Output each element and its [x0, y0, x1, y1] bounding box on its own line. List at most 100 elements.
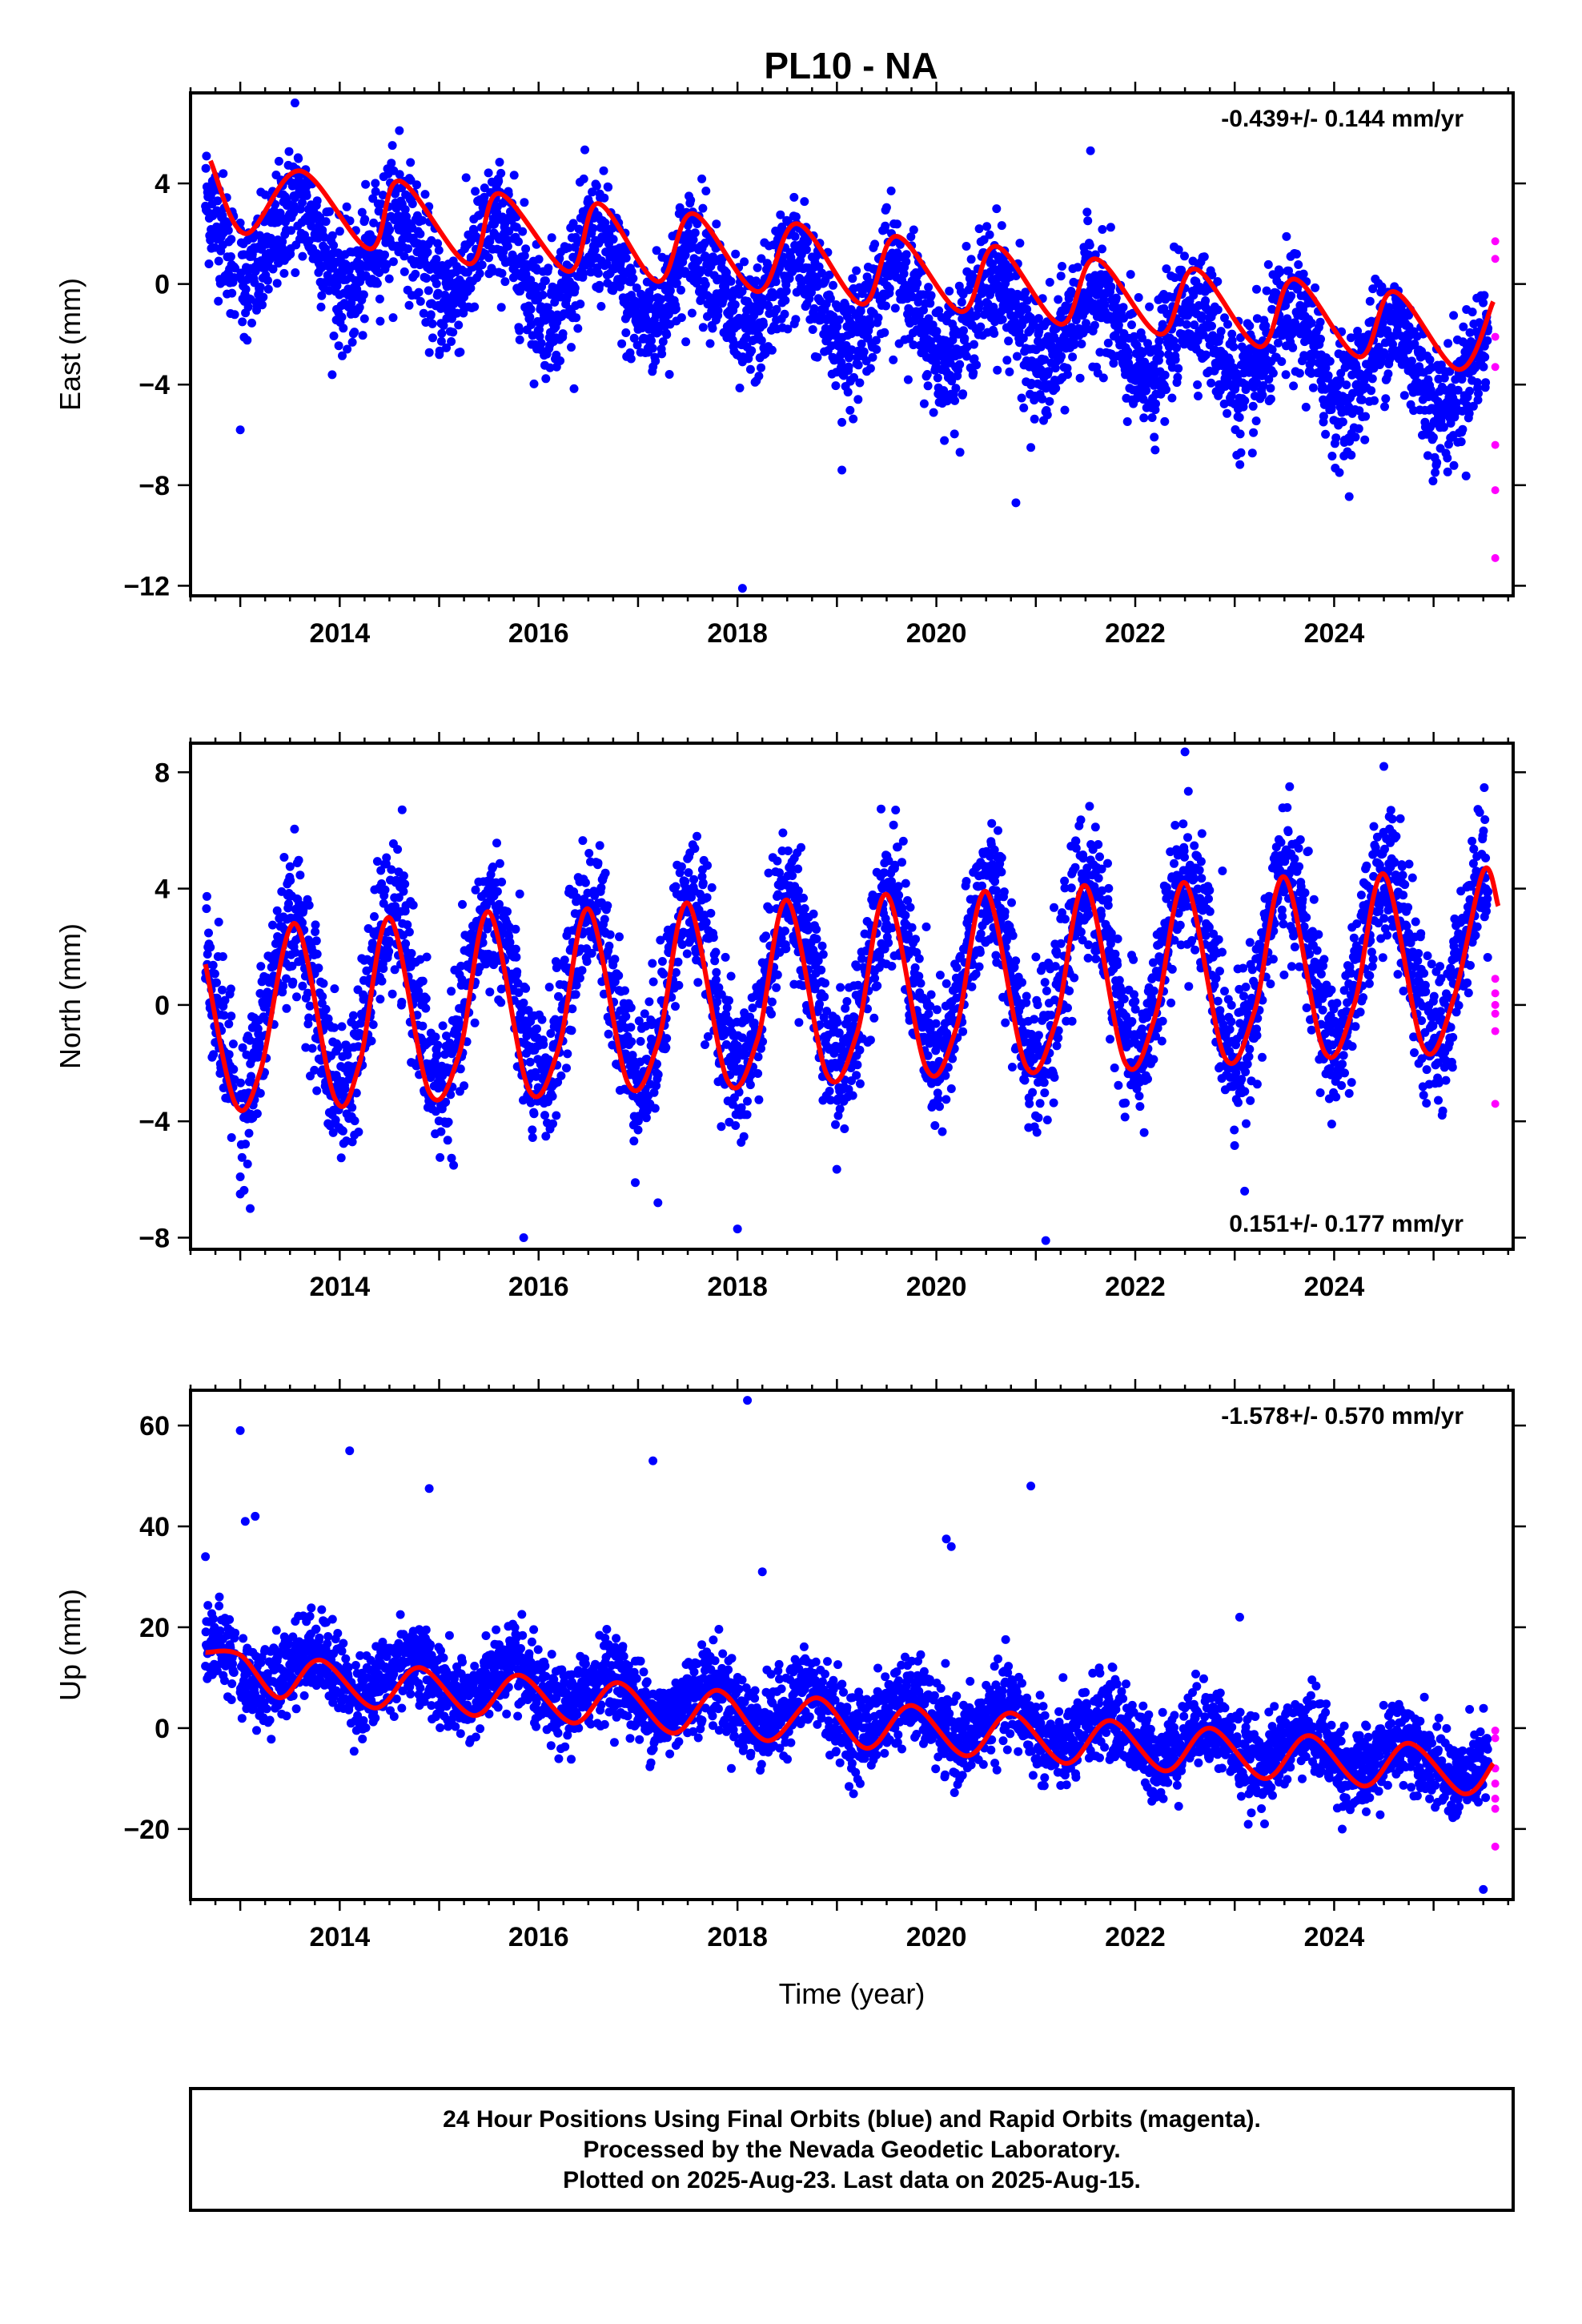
final-orbit-point: [689, 235, 698, 244]
final-orbit-point: [456, 1064, 465, 1074]
final-orbit-point: [224, 1019, 234, 1029]
final-orbit-point: [390, 965, 400, 975]
final-orbit-point: [1284, 266, 1293, 275]
final-orbit-point: [347, 1137, 357, 1147]
final-orbit-point: [1449, 311, 1459, 320]
final-orbit-point: [697, 266, 706, 275]
final-orbit-point: [1123, 352, 1133, 361]
final-orbit-point: [512, 952, 521, 962]
final-orbit-point: [658, 337, 668, 347]
final-orbit-point: [337, 312, 347, 322]
final-orbit-point: [377, 976, 387, 986]
final-orbit-point: [436, 336, 446, 346]
final-orbit-point: [1479, 298, 1488, 308]
final-orbit-point: [1075, 373, 1085, 383]
final-orbit-point: [604, 941, 614, 951]
final-orbit-point: [1098, 225, 1107, 234]
final-orbit-point: [388, 313, 398, 323]
final-orbit-point: [387, 159, 396, 168]
final-orbit-point: [1249, 428, 1259, 437]
final-orbit-point: [627, 267, 636, 276]
final-orbit-point: [400, 251, 409, 261]
final-orbit-point: [560, 955, 569, 965]
final-orbit-point: [485, 987, 495, 997]
final-orbit-point: [400, 205, 410, 215]
final-orbit-point: [579, 268, 588, 278]
final-orbit-point: [399, 887, 408, 896]
final-orbit-point: [976, 322, 986, 332]
final-orbit-point: [1050, 364, 1060, 373]
final-orbit-point: [901, 250, 911, 259]
final-orbit-point: [202, 891, 211, 901]
final-orbit-point: [312, 1086, 322, 1096]
final-orbit-point: [394, 893, 404, 903]
rapid-orbit-point: [1491, 553, 1500, 562]
final-orbit-point: [857, 340, 866, 348]
final-orbit-point: [951, 384, 961, 393]
final-orbit-point: [230, 310, 239, 320]
final-orbit-point: [255, 283, 265, 292]
final-orbit-point: [503, 242, 512, 251]
final-orbit-point: [343, 1050, 352, 1059]
final-orbit-point: [1368, 284, 1378, 294]
final-orbit-point: [677, 285, 685, 295]
final-orbit-point: [1034, 314, 1043, 324]
final-orbit-point: [1251, 416, 1261, 426]
final-orbit-point: [1201, 296, 1211, 305]
final-orbit-point: [608, 286, 618, 296]
final-orbit-point: [1085, 240, 1094, 250]
final-orbit-point: [693, 219, 702, 228]
final-orbit-point: [1103, 338, 1113, 348]
final-orbit-point: [1381, 394, 1391, 404]
final-orbit-point: [419, 308, 428, 318]
final-orbit-point: [652, 246, 661, 255]
final-orbit-point: [243, 1160, 252, 1168]
final-orbit-point: [913, 279, 922, 288]
final-orbit-point: [433, 1040, 443, 1050]
final-orbit-point: [224, 1050, 234, 1059]
final-orbit-point: [1051, 324, 1061, 334]
final-orbit-point: [1240, 396, 1250, 405]
final-orbit-point: [1432, 458, 1442, 468]
final-orbit-point: [418, 215, 427, 225]
final-orbit-point: [859, 347, 869, 356]
final-orbit-point: [227, 288, 237, 298]
final-orbit-point: [1207, 378, 1216, 388]
final-orbit-point: [1162, 385, 1170, 394]
final-orbit-point: [901, 257, 911, 267]
final-orbit-point: [1380, 402, 1389, 412]
final-orbit-point: [1090, 320, 1099, 330]
final-orbit-point: [1468, 401, 1478, 411]
final-orbit-point: [671, 304, 681, 314]
rapid-orbit-point: [1491, 486, 1500, 495]
final-orbit-point: [214, 256, 223, 266]
final-orbit-point: [1335, 376, 1345, 384]
final-orbit-point: [511, 944, 520, 954]
final-orbit-point: [656, 295, 666, 304]
final-orbit-point: [1158, 320, 1167, 329]
final-orbit-point: [781, 286, 791, 296]
final-orbit-point: [1319, 412, 1328, 421]
final-orbit-point: [562, 1063, 571, 1073]
final-orbit-point: [1327, 452, 1337, 460]
final-orbit-point: [698, 323, 708, 332]
final-orbit-point: [587, 948, 596, 958]
final-orbit-point: [485, 237, 495, 246]
final-orbit-point: [873, 313, 883, 323]
final-orbit-point: [260, 190, 270, 199]
final-orbit-point: [1308, 383, 1318, 392]
final-orbit-point: [1344, 492, 1354, 501]
final-orbit-point: [304, 900, 314, 910]
final-orbit-point: [1018, 333, 1028, 343]
final-orbit-point: [437, 328, 447, 338]
final-orbit-point: [693, 256, 703, 266]
final-orbit-point: [757, 363, 765, 372]
final-orbit-point: [1235, 460, 1245, 469]
final-orbit-point: [1303, 328, 1312, 337]
final-orbit-point: [546, 1029, 556, 1038]
final-orbit-point: [1479, 362, 1488, 372]
final-orbit-point: [287, 226, 296, 235]
final-orbit-point: [1307, 318, 1316, 328]
final-orbit-point: [1443, 453, 1452, 463]
final-orbit-point: [592, 181, 601, 191]
